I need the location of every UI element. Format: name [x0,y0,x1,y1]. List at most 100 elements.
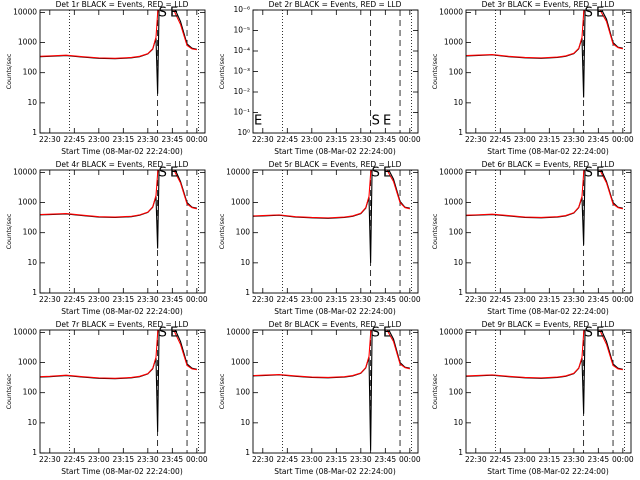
x-axis-label: Start Time (08-Mar-02 22:24:00) [274,307,396,316]
y-tick-label: 10⁻⁵ [233,26,250,35]
x-tick-label: 22:45 [489,135,511,144]
annotation: E [383,326,391,341]
y-tick-label: 1 [32,288,37,297]
y-tick-label: 10000 [13,7,37,16]
y-tick-label: 1000 [231,198,250,207]
series-line [253,170,410,219]
plot-area [466,330,625,453]
x-tick-label: 23:00 [301,455,323,464]
x-tick-label: 23:00 [514,455,536,464]
y-tick-label: 1000 [18,38,37,47]
y-tick-label: 100 [23,388,38,397]
x-tick-label: 22:45 [489,455,511,464]
x-tick-label: 23:45 [162,455,184,464]
series-line [466,10,623,59]
annotation: S [159,326,167,341]
x-tick-label: 23:00 [88,455,110,464]
x-tick-label: 23:15 [539,455,561,464]
x-tick-label: 23:45 [375,135,397,144]
annotation: E [383,114,391,129]
y-tick-label: 10000 [13,327,37,336]
y-tick-label: 10000 [439,167,463,176]
plot-area [40,170,199,293]
panel: Det 6r BLACK = Events, RED = LLD Start Ti… [431,160,634,316]
panel: Det 2r BLACK = Events, RED = LLD Start Ti… [218,0,421,156]
y-tick-label: 1000 [444,38,463,47]
plot-frame [39,329,206,454]
y-tick-label: 10⁻⁴ [233,46,250,55]
panel-title: Det 6r BLACK = Events, RED = LLD [482,160,615,169]
x-tick-label: 23:45 [375,455,397,464]
y-tick-label: 10⁻¹ [233,108,250,117]
y-tick-label: 1 [245,448,250,457]
x-tick-label: 23:00 [88,295,110,304]
x-tick-label: 23:45 [375,295,397,304]
x-tick-label: 23:15 [539,135,561,144]
panel: Det 8r BLACK = Events, RED = LLD Start Ti… [218,320,421,476]
panel-title: Det 2r BLACK = Events, RED = LLD [269,0,402,9]
x-axis-label: Start Time (08-Mar-02 22:24:00) [487,307,609,316]
plot-frame [465,329,632,454]
panel: Det 3r BLACK = Events, RED = LLD Start Ti… [431,0,634,156]
y-tick-label: 1000 [444,358,463,367]
y-tick-label: 100 [449,388,464,397]
annotation: E [383,166,391,181]
y-tick-label: 10⁰ [237,128,250,137]
x-tick-label: 22:30 [252,295,274,304]
plot-area [40,330,199,453]
x-axis-label: Start Time (08-Mar-02 22:24:00) [487,467,609,476]
x-tick-label: 23:30 [137,455,159,464]
x-tick-label: 22:45 [63,455,85,464]
x-axis-label: Start Time (08-Mar-02 22:24:00) [61,307,183,316]
y-axis-label: Counts/sec [5,213,13,249]
y-tick-label: 1000 [18,198,37,207]
y-tick-label: 100 [449,228,464,237]
plot-area [40,10,199,133]
x-tick-label: 00:00 [612,135,634,144]
annotation: S [372,326,380,341]
x-axis-label: Start Time (08-Mar-02 22:24:00) [61,147,183,156]
panel: Det 4r BLACK = Events, RED = LLD Start Ti… [5,160,208,316]
y-tick-label: 10 [27,98,37,107]
x-tick-label: 23:30 [563,135,585,144]
series-line [40,330,197,379]
y-tick-label: 10 [240,418,250,427]
y-tick-label: 1000 [444,198,463,207]
x-tick-label: 23:15 [113,455,135,464]
y-tick-label: 10 [453,258,463,267]
x-axis-label: Start Time (08-Mar-02 22:24:00) [487,147,609,156]
y-tick-label: 1 [458,128,463,137]
x-tick-label: 23:00 [301,295,323,304]
annotation: E [596,6,604,21]
y-tick-label: 10 [453,98,463,107]
panel: Det 9r BLACK = Events, RED = LLD Start Ti… [431,320,634,476]
y-tick-label: 10⁻³ [233,67,250,76]
series-line [466,330,623,379]
y-tick-label: 1 [245,288,250,297]
plot-area [253,170,412,293]
x-tick-label: 22:30 [465,295,487,304]
x-tick-label: 22:30 [465,455,487,464]
y-tick-label: 10000 [226,327,250,336]
x-axis-label: Start Time (08-Mar-02 22:24:00) [274,467,396,476]
series-line [40,170,197,218]
x-tick-label: 23:30 [350,455,372,464]
series-line [253,330,410,379]
series-line [466,170,623,219]
y-tick-label: 1 [32,448,37,457]
y-tick-label: 10 [453,418,463,427]
y-tick-label: 100 [23,228,38,237]
plot-area [466,10,625,133]
x-tick-label: 23:15 [326,455,348,464]
x-tick-label: 23:30 [350,135,372,144]
x-tick-label: 23:00 [88,135,110,144]
panel-title: Det 1r BLACK = Events, RED = LLD [56,0,189,9]
annotation: S [159,166,167,181]
x-tick-label: 23:00 [514,135,536,144]
plot-frame [39,9,206,134]
panel-title: Det 5r BLACK = Events, RED = LLD [269,160,402,169]
x-tick-label: 23:30 [563,455,585,464]
x-tick-label: 22:30 [252,135,274,144]
panel-title: Det 4r BLACK = Events, RED = LLD [56,160,189,169]
plot-frame [252,169,419,294]
